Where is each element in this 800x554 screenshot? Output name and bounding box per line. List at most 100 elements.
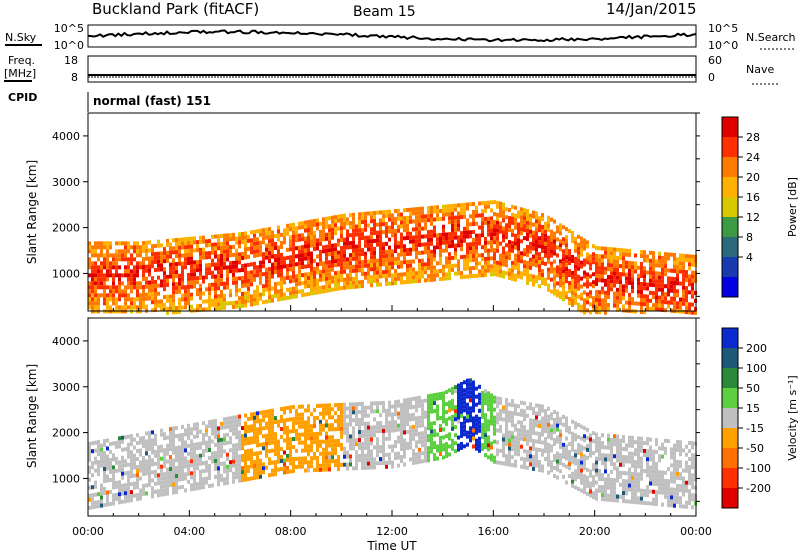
- power-cell: [385, 229, 388, 234]
- power-cell: [457, 267, 460, 272]
- velocity-cell: [169, 435, 172, 440]
- power-cell: [211, 270, 214, 275]
- power-cell: [427, 230, 430, 235]
- velocity-cell: [229, 428, 232, 433]
- power-cell: [394, 261, 397, 266]
- velocity-cell: [295, 428, 298, 433]
- power-cell: [670, 288, 673, 293]
- velocity-cell: [469, 398, 472, 403]
- power-cell: [454, 203, 457, 208]
- power-cell: [421, 258, 424, 263]
- velocity-cell: [469, 406, 472, 411]
- velocity-cell: [364, 461, 367, 466]
- power-cell: [112, 289, 115, 294]
- power-cell: [388, 209, 391, 214]
- power-cell: [439, 236, 442, 241]
- velocity-cell: [505, 438, 508, 443]
- power-cell: [256, 253, 259, 258]
- power-cell: [574, 296, 577, 301]
- power-cell: [235, 236, 238, 241]
- power-cell: [628, 280, 631, 285]
- velocity-cell: [547, 434, 550, 439]
- power-cell: [256, 229, 259, 234]
- power-cell: [100, 245, 103, 250]
- power-cell: [229, 237, 232, 242]
- velocity-cell: [223, 433, 226, 438]
- power-cell: [343, 213, 346, 218]
- power-cell: [577, 302, 580, 307]
- power-cell: [523, 248, 526, 253]
- velocity-cell: [382, 424, 385, 429]
- power-cell: [535, 215, 538, 220]
- power-cell: [580, 276, 583, 281]
- velocity-cell: [307, 464, 310, 469]
- power-cell: [289, 243, 292, 248]
- power-cell: [547, 219, 550, 224]
- velocity-cell: [406, 397, 409, 402]
- velocity-cell: [580, 436, 583, 441]
- power-cell: [367, 271, 370, 276]
- power-cell: [199, 263, 202, 268]
- power-cell: [268, 299, 271, 304]
- velocity-cell: [442, 455, 445, 460]
- velocity-cell: [472, 408, 475, 413]
- power-cell: [298, 257, 301, 262]
- velocity-cell: [187, 427, 190, 432]
- velocity-cell: [205, 464, 208, 469]
- power-cell: [667, 288, 670, 293]
- power-cell: [649, 298, 652, 303]
- velocity-cell: [445, 402, 448, 407]
- power-cell: [514, 257, 517, 262]
- power-cell: [433, 217, 436, 222]
- velocity-cell: [448, 416, 451, 421]
- power-cell: [418, 250, 421, 255]
- velocity-cell: [460, 425, 463, 430]
- power-cell: [634, 253, 637, 258]
- power-cell: [130, 285, 133, 290]
- power-cell: [364, 211, 367, 216]
- velocity-cell: [142, 491, 145, 496]
- power-cell: [268, 271, 271, 276]
- power-cell: [679, 309, 682, 314]
- power-cell: [247, 294, 250, 299]
- power-cell: [415, 243, 418, 248]
- power-cell: [148, 280, 151, 285]
- velocity-cell: [256, 463, 259, 468]
- velocity-cell: [181, 444, 184, 449]
- velocity-cell: [187, 431, 190, 436]
- power-cell: [424, 242, 427, 247]
- velocity-cell: [442, 407, 445, 412]
- velocity-cell: [256, 431, 259, 436]
- velocity-cell: [403, 454, 406, 459]
- velocity-cell: [502, 433, 505, 438]
- velocity-cell: [484, 437, 487, 442]
- power-cell: [178, 305, 181, 310]
- power-cell: [208, 251, 211, 256]
- power-cell: [412, 235, 415, 240]
- velocity-cell: [310, 460, 313, 465]
- power-cell: [205, 267, 208, 272]
- power-cell: [415, 251, 418, 256]
- power-cell: [637, 281, 640, 286]
- velocity-cell: [139, 468, 142, 473]
- velocity-cell: [136, 473, 139, 478]
- power-cell: [349, 233, 352, 238]
- velocity-cell: [385, 424, 388, 429]
- power-cell: [682, 273, 685, 278]
- power-cell: [574, 292, 577, 297]
- power-cell: [544, 221, 547, 226]
- power-cell: [664, 252, 667, 257]
- velocity-cell: [424, 434, 427, 439]
- power-cell: [415, 235, 418, 240]
- velocity-cell: [163, 432, 166, 437]
- velocity-cell: [409, 425, 412, 430]
- power-cell: [172, 238, 175, 243]
- power-cell: [223, 249, 226, 254]
- power-cell: [370, 275, 373, 280]
- velocity-cell: [304, 468, 307, 473]
- velocity-cell: [118, 460, 121, 465]
- power-cell: [427, 246, 430, 251]
- velocity-cell: [172, 466, 175, 471]
- velocity-cell: [214, 422, 217, 427]
- power-cell: [505, 231, 508, 236]
